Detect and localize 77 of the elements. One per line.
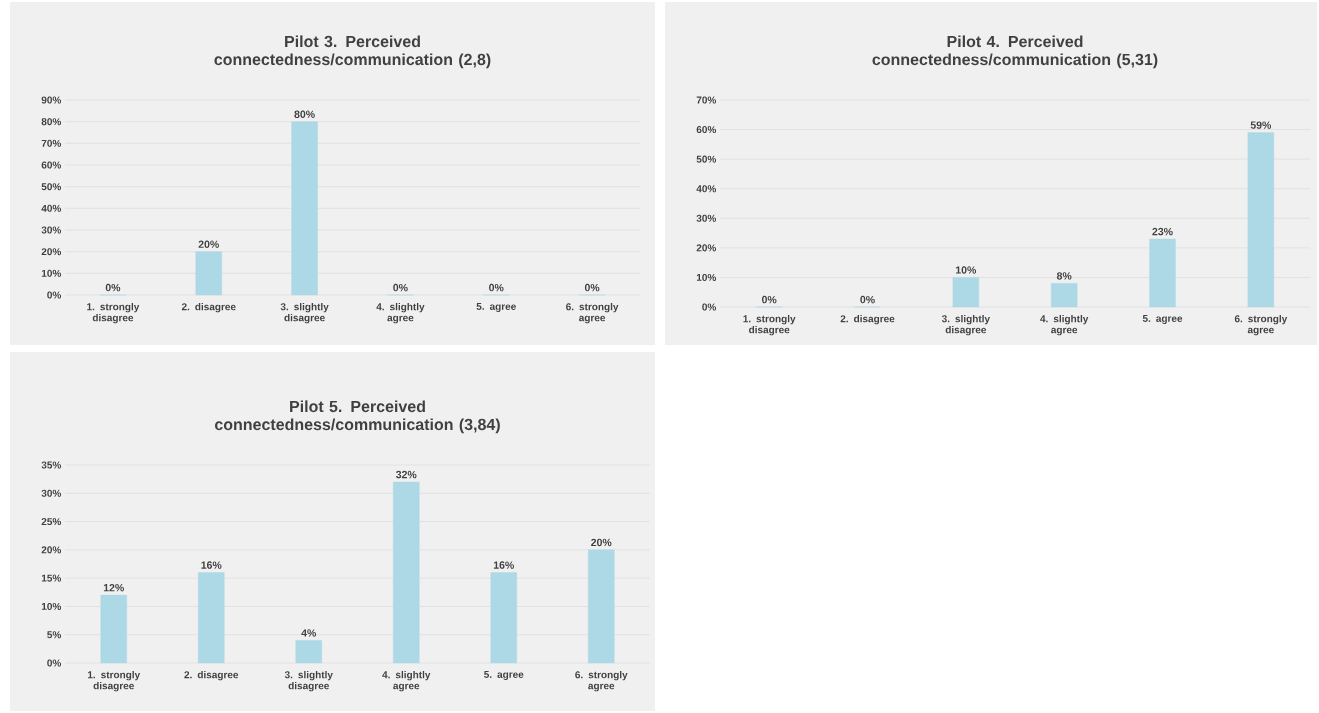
bar bbox=[393, 481, 420, 664]
x-tick-label: 3. slightly disagree bbox=[280, 302, 329, 324]
y-tick-label: 30% bbox=[696, 214, 717, 222]
data-label: 16% bbox=[493, 561, 514, 569]
y-tick-label: 20% bbox=[41, 248, 62, 256]
x-tick-label: 5. agree bbox=[476, 302, 516, 312]
data-label: 23% bbox=[1152, 227, 1173, 236]
data-label: 4% bbox=[301, 629, 317, 637]
data-label: 20% bbox=[198, 240, 219, 248]
y-tick-label: 10% bbox=[696, 273, 717, 281]
bar bbox=[291, 121, 318, 296]
y-tick-label: 80% bbox=[41, 118, 62, 126]
x-tick-label: 6. strongly agree bbox=[1234, 314, 1288, 336]
bar bbox=[490, 572, 517, 664]
x-tick-label: 1. strongly disagree bbox=[87, 302, 140, 324]
y-tick-label: 15% bbox=[41, 574, 62, 582]
y-tick-label: 70% bbox=[41, 139, 62, 147]
data-label: 0% bbox=[584, 283, 600, 292]
y-tick-label: 50% bbox=[41, 183, 62, 191]
x-tick-label: 3. slightly disagree bbox=[941, 314, 990, 336]
y-tick-label: 35% bbox=[41, 461, 62, 469]
data-label: 0% bbox=[860, 295, 875, 304]
data-label: 0% bbox=[393, 283, 408, 292]
y-tick-label: 60% bbox=[41, 161, 62, 169]
bar bbox=[1149, 238, 1176, 308]
x-tick-label: 4. slightly agree bbox=[1040, 314, 1089, 336]
bar bbox=[100, 594, 127, 664]
x-tick-label: 6. strongly agree bbox=[566, 302, 619, 324]
y-tick-label: 30% bbox=[41, 489, 62, 497]
bar bbox=[198, 572, 225, 664]
x-tick-label: 4. slightly agree bbox=[376, 302, 425, 324]
y-tick-label: 40% bbox=[41, 204, 62, 212]
y-tick-label: 0% bbox=[702, 303, 717, 311]
x-tick-label: 2. disagree bbox=[840, 314, 895, 325]
bar bbox=[295, 640, 322, 664]
y-tick-label: 5% bbox=[47, 631, 62, 639]
data-label: 10% bbox=[955, 266, 977, 274]
x-tick-label: 5. agree bbox=[484, 670, 524, 680]
data-label: 32% bbox=[395, 470, 417, 479]
chart-title: Pilot 3. Perceived connectedness/communication (2,8) bbox=[214, 35, 491, 69]
y-tick-label: 90% bbox=[41, 96, 62, 104]
x-tick-label: 1. strongly disagree bbox=[87, 670, 141, 692]
data-label: 20% bbox=[591, 538, 612, 547]
bar bbox=[1050, 283, 1078, 308]
y-tick-label: 70% bbox=[696, 96, 717, 104]
x-tick-label: 6. strongly agree bbox=[575, 670, 628, 692]
data-label: 16% bbox=[201, 561, 222, 569]
x-tick-label: 4. slightly agree bbox=[382, 670, 431, 692]
bar bbox=[588, 549, 615, 664]
chart-title: Pilot 5. Perceived connectedness/communication (3,84) bbox=[214, 400, 500, 434]
y-tick-label: 50% bbox=[696, 155, 717, 163]
y-tick-label: 0% bbox=[47, 291, 62, 299]
data-label: 0% bbox=[105, 283, 121, 292]
chart-title: Pilot 4. Perceived connectedness/communication (5,31) bbox=[872, 35, 1158, 69]
data-label: 8% bbox=[1056, 272, 1072, 280]
data-label: 12% bbox=[103, 584, 124, 592]
y-tick-label: 20% bbox=[41, 546, 62, 554]
x-tick-label: 3. slightly disagree bbox=[284, 670, 333, 692]
x-tick-label: 2. disagree bbox=[181, 302, 236, 313]
y-tick-label: 0% bbox=[47, 659, 62, 667]
y-tick-label: 40% bbox=[696, 185, 717, 193]
data-label: 80% bbox=[294, 110, 315, 118]
bar bbox=[952, 277, 980, 308]
data-label: 0% bbox=[489, 283, 504, 292]
y-tick-label: 25% bbox=[41, 518, 62, 526]
bar bbox=[195, 251, 222, 296]
x-tick-label: 2. disagree bbox=[184, 670, 239, 681]
y-tick-label: 10% bbox=[41, 269, 62, 277]
y-tick-label: 60% bbox=[696, 126, 717, 134]
y-tick-label: 20% bbox=[696, 244, 717, 252]
data-label: 0% bbox=[762, 295, 777, 304]
y-tick-label: 30% bbox=[41, 226, 62, 234]
y-tick-label: 10% bbox=[41, 602, 62, 610]
bar bbox=[1247, 132, 1275, 308]
x-tick-label: 1. strongly disagree bbox=[743, 314, 796, 336]
x-tick-label: 5. agree bbox=[1142, 314, 1183, 324]
data-label: 59% bbox=[1250, 121, 1272, 129]
